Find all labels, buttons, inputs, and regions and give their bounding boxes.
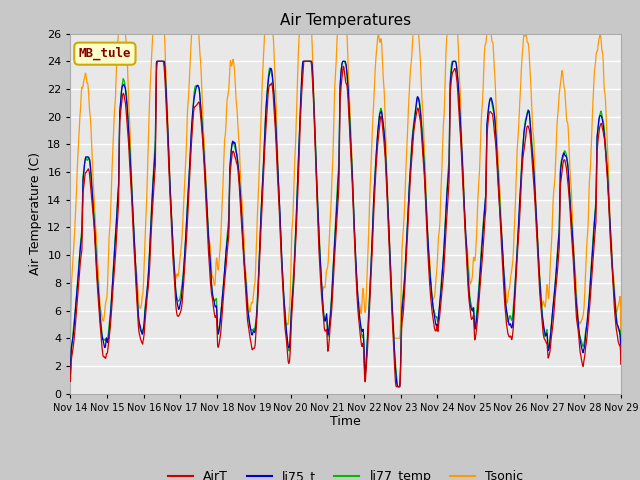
Tsonic bbox=[617, 332, 625, 338]
Tsonic bbox=[176, 259, 184, 264]
li77_temp bbox=[251, 326, 259, 332]
Title: Air Temperatures: Air Temperatures bbox=[280, 13, 411, 28]
AirT bbox=[67, 378, 74, 384]
Tsonic bbox=[552, 155, 559, 161]
li75_t bbox=[251, 330, 259, 336]
Legend: AirT, li75_t, li77_temp, Tsonic: AirT, li75_t, li77_temp, Tsonic bbox=[163, 465, 528, 480]
li75_t bbox=[154, 59, 161, 64]
Text: MB_tule: MB_tule bbox=[79, 47, 131, 60]
li77_temp bbox=[394, 384, 402, 390]
li75_t bbox=[552, 271, 560, 276]
Tsonic bbox=[67, 348, 74, 354]
li77_temp bbox=[552, 266, 560, 272]
AirT bbox=[251, 344, 259, 350]
AirT bbox=[189, 113, 197, 119]
Line: li77_temp: li77_temp bbox=[70, 61, 621, 387]
li77_temp bbox=[189, 101, 197, 107]
AirT bbox=[154, 59, 161, 64]
X-axis label: Time: Time bbox=[330, 415, 361, 429]
li75_t bbox=[504, 313, 511, 319]
li77_temp bbox=[504, 319, 511, 324]
li75_t bbox=[189, 104, 197, 109]
li77_temp bbox=[432, 314, 440, 320]
AirT bbox=[504, 328, 511, 334]
li75_t bbox=[176, 303, 184, 309]
Tsonic bbox=[189, 24, 197, 30]
li77_temp bbox=[617, 352, 625, 358]
AirT bbox=[176, 311, 184, 317]
li75_t bbox=[617, 357, 625, 363]
Y-axis label: Air Temperature (C): Air Temperature (C) bbox=[29, 152, 42, 275]
li77_temp bbox=[153, 59, 161, 64]
Tsonic bbox=[251, 281, 259, 287]
AirT bbox=[432, 328, 440, 334]
Line: AirT: AirT bbox=[70, 61, 621, 387]
AirT bbox=[392, 384, 400, 390]
Tsonic bbox=[431, 286, 439, 292]
Tsonic bbox=[504, 300, 511, 306]
Line: li75_t: li75_t bbox=[70, 61, 621, 387]
li77_temp bbox=[176, 296, 184, 301]
AirT bbox=[552, 282, 560, 288]
li75_t bbox=[394, 384, 402, 390]
Tsonic bbox=[115, 24, 123, 30]
Line: Tsonic: Tsonic bbox=[70, 27, 621, 351]
li75_t bbox=[67, 372, 74, 378]
li75_t bbox=[432, 321, 440, 326]
AirT bbox=[617, 361, 625, 367]
li77_temp bbox=[67, 372, 74, 378]
